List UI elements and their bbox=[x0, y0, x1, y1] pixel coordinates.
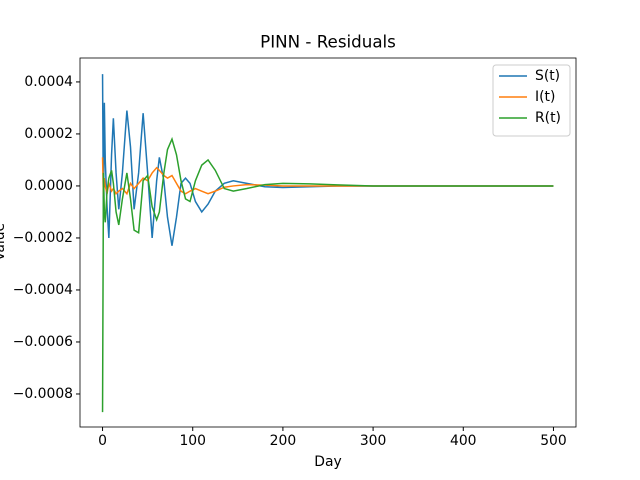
y-tick-label: 0.0000 bbox=[24, 178, 73, 194]
legend-label: S(t) bbox=[535, 68, 560, 84]
chart-title: PINN - Residuals bbox=[260, 32, 396, 52]
x-tick-label: 500 bbox=[540, 433, 567, 449]
x-axis-label: Day bbox=[314, 454, 341, 470]
x-tick-label: 400 bbox=[450, 433, 477, 449]
x-tick-label: 200 bbox=[270, 433, 297, 449]
legend-label: I(t) bbox=[535, 89, 555, 105]
y-tick-label: −0.0002 bbox=[13, 230, 73, 246]
y-tick-label: −0.0004 bbox=[13, 282, 73, 298]
x-tick-label: 0 bbox=[98, 433, 107, 449]
y-tick-label: 0.0002 bbox=[24, 126, 73, 142]
y-tick-label: −0.0006 bbox=[13, 334, 73, 350]
y-tick-label: 0.0004 bbox=[24, 74, 73, 90]
x-tick-label: 100 bbox=[179, 433, 206, 449]
y-tick-label: −0.0008 bbox=[13, 386, 73, 402]
legend-label: R(t) bbox=[535, 110, 561, 126]
plot-frame bbox=[79, 57, 577, 428]
series-line bbox=[101, 136, 554, 413]
y-axis-label: Value bbox=[0, 223, 8, 261]
x-tick-label: 300 bbox=[360, 433, 387, 449]
